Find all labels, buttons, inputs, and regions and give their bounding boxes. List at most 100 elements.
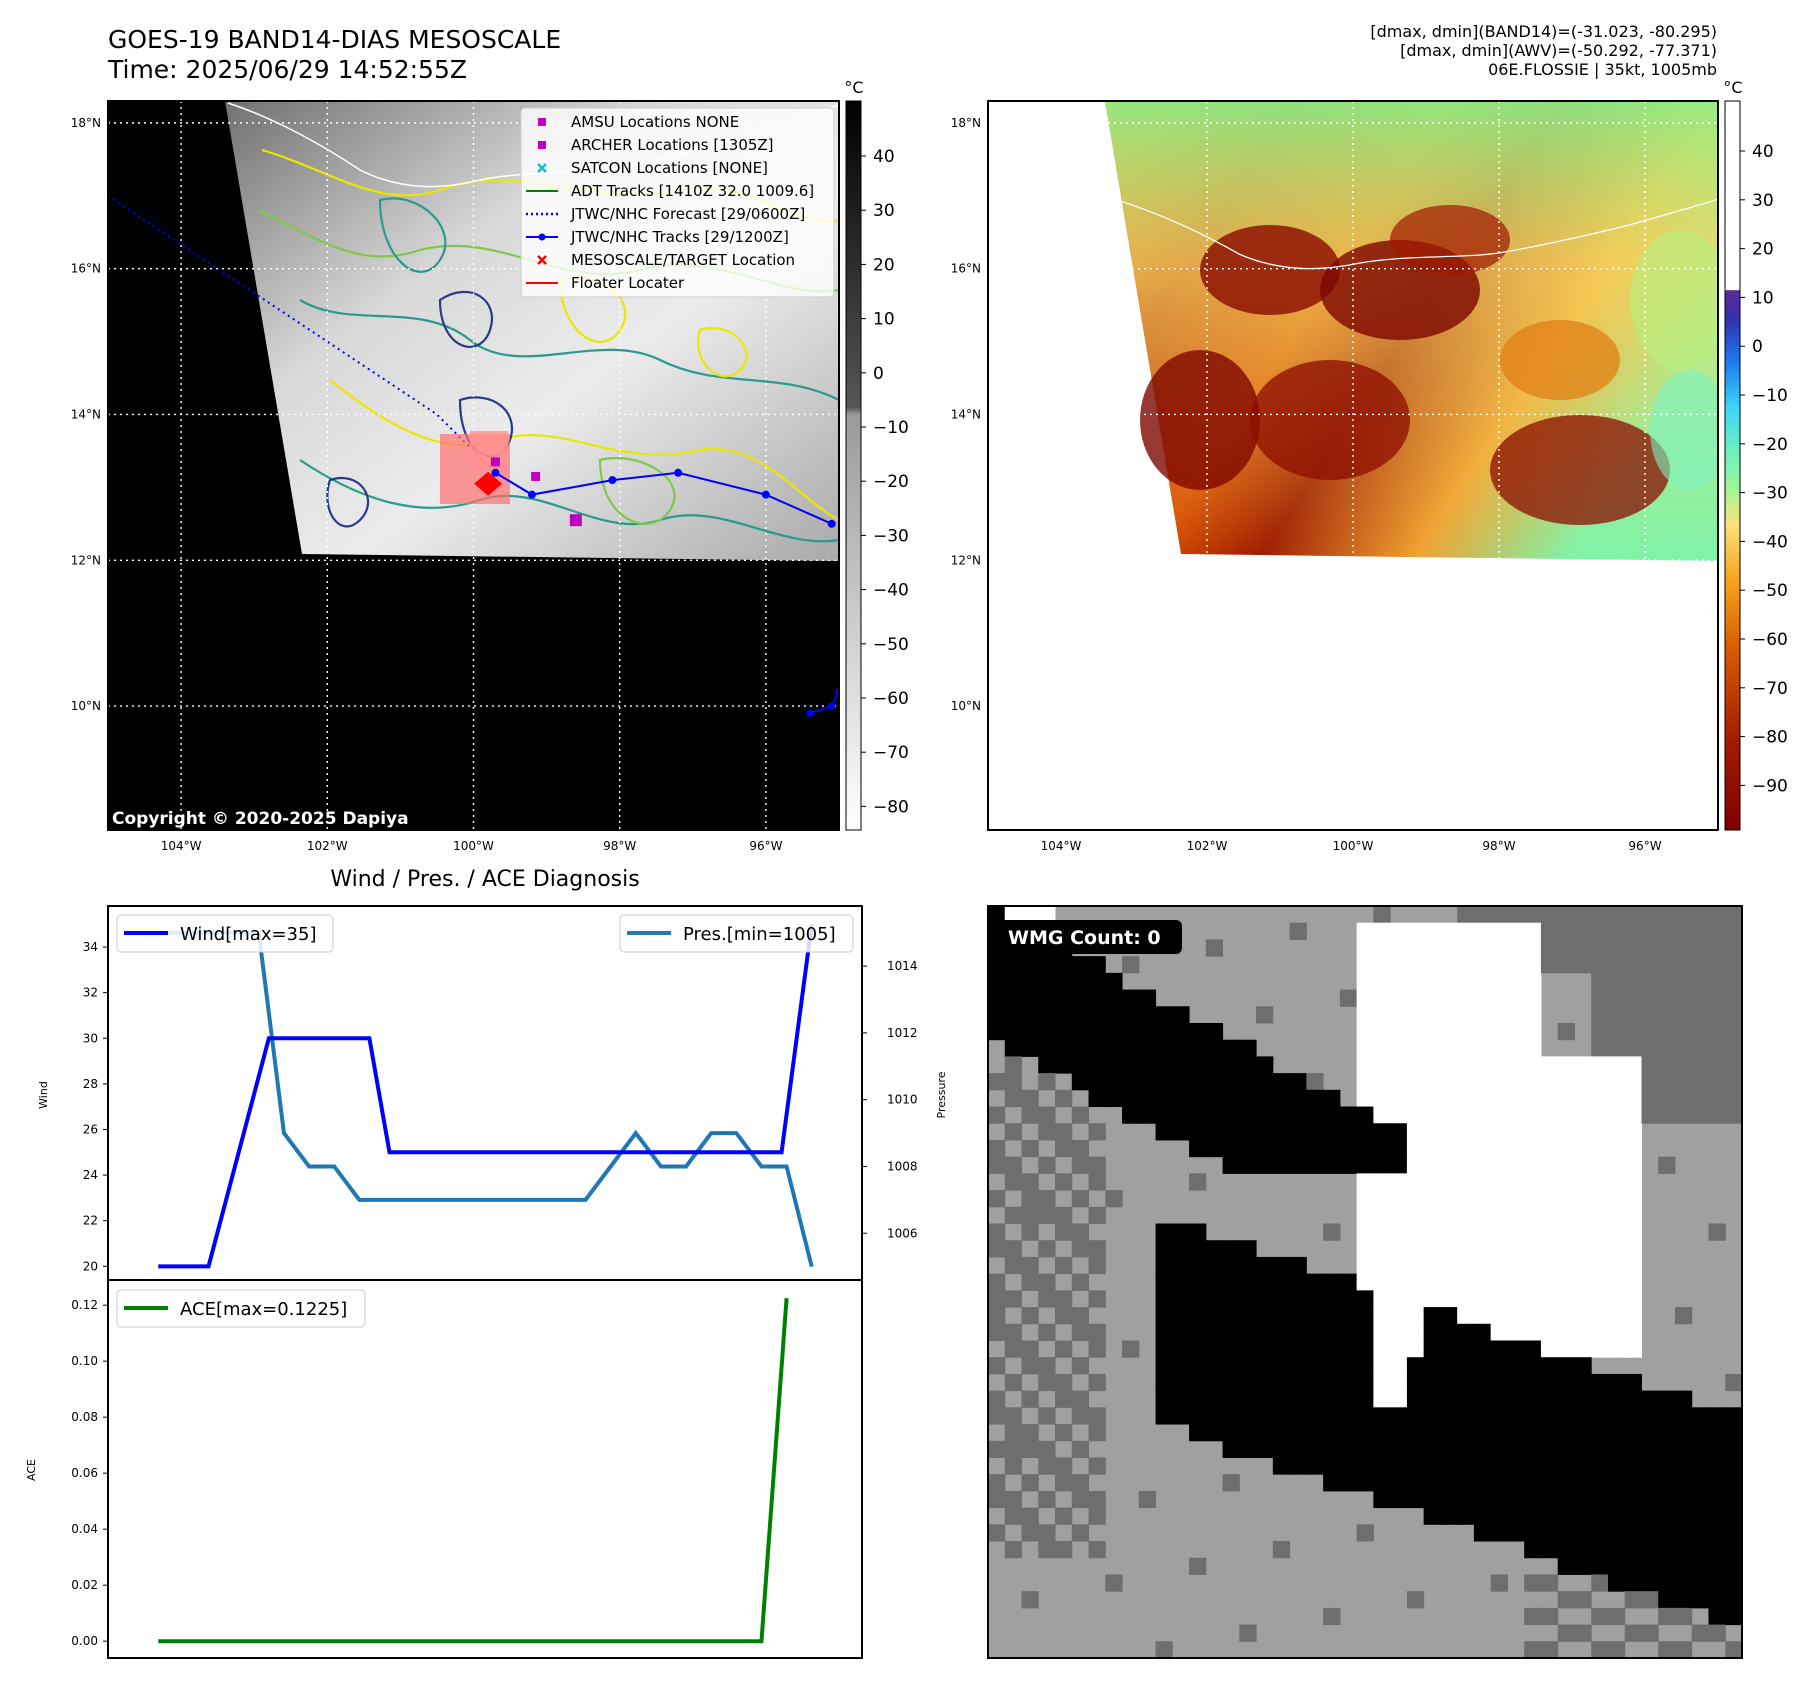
colorbar-tick-label: 20 bbox=[873, 255, 895, 275]
wmg-block bbox=[1524, 1056, 1542, 1074]
wmg-block bbox=[1239, 1340, 1257, 1358]
wmg-block bbox=[1306, 1273, 1324, 1291]
wmg-block bbox=[1306, 1323, 1324, 1341]
wmg-block bbox=[1423, 1357, 1441, 1375]
wmg-block bbox=[988, 956, 1006, 974]
wmg-block bbox=[1708, 1056, 1726, 1074]
wmg-block bbox=[1490, 1139, 1508, 1158]
wmg-block bbox=[1055, 989, 1073, 1007]
wmg-block bbox=[988, 1073, 1006, 1091]
wmg-block bbox=[1457, 906, 1475, 924]
wmg-block bbox=[1189, 1290, 1207, 1308]
wmg-block bbox=[1507, 1240, 1525, 1258]
lat-label: 12°N bbox=[951, 553, 981, 567]
wmg-block bbox=[1591, 1223, 1609, 1241]
wmg-block bbox=[1524, 1173, 1542, 1191]
wmg-block bbox=[1490, 1039, 1508, 1057]
wmg-block bbox=[1624, 1089, 1642, 1108]
wmg-block bbox=[1373, 1039, 1391, 1057]
wmg-block bbox=[1557, 1390, 1575, 1408]
wmg-block bbox=[1624, 1457, 1642, 1475]
wmg-block bbox=[1004, 1373, 1023, 1392]
wmg-block bbox=[1440, 1373, 1458, 1392]
wmg-block bbox=[1557, 1056, 1575, 1074]
wmg-block bbox=[1088, 1407, 1106, 1425]
wmg-block bbox=[1390, 1357, 1408, 1375]
legend-item: Floater Locater bbox=[526, 274, 685, 292]
wmg-block bbox=[1038, 1490, 1056, 1509]
wmg-block bbox=[1339, 1273, 1358, 1291]
wmg-block bbox=[1339, 1424, 1358, 1442]
wmg-block bbox=[1323, 1273, 1341, 1291]
wmg-block bbox=[1591, 1507, 1609, 1525]
wmg-block bbox=[1607, 1424, 1626, 1442]
wmg-block bbox=[1574, 1106, 1592, 1124]
wmg-block bbox=[1239, 1156, 1257, 1174]
wmg-block bbox=[1591, 1323, 1609, 1341]
wmg-block bbox=[1674, 1424, 1693, 1442]
wmg-block bbox=[1540, 1574, 1559, 1592]
wmg-block bbox=[1339, 1323, 1358, 1341]
wmg-block bbox=[1708, 1474, 1726, 1492]
wmg-block bbox=[1540, 1323, 1559, 1341]
wmg-block bbox=[1674, 1591, 1693, 1609]
target-marker bbox=[474, 471, 503, 496]
wmg-block bbox=[1607, 1156, 1626, 1174]
wmg-block bbox=[1373, 1457, 1391, 1475]
wmg-block bbox=[1490, 1507, 1508, 1525]
wmg-block bbox=[1055, 972, 1073, 991]
wmg-block bbox=[1440, 1206, 1458, 1225]
wmg-block bbox=[1088, 1507, 1106, 1525]
wmg-block bbox=[1272, 1290, 1291, 1308]
wmg-block bbox=[1088, 1323, 1106, 1341]
wmg-block bbox=[1256, 1006, 1274, 1024]
wmg-block bbox=[1038, 956, 1056, 974]
wmg-block bbox=[1423, 1190, 1441, 1208]
wmg-block bbox=[1524, 1357, 1542, 1375]
wmg-block bbox=[1088, 972, 1106, 991]
wmg-block bbox=[1641, 1073, 1659, 1091]
wmg-block bbox=[1189, 1407, 1207, 1425]
wmg-block bbox=[1038, 1190, 1056, 1208]
wmg-count-label: WMG Count: 0 bbox=[1008, 927, 1161, 949]
wmg-block bbox=[1540, 1156, 1559, 1174]
wmg-block bbox=[1339, 1390, 1358, 1408]
wmg-block bbox=[1306, 1357, 1324, 1375]
wmg-block bbox=[1591, 956, 1609, 974]
wmg-block bbox=[1591, 1440, 1609, 1458]
wmg-block bbox=[1256, 1073, 1274, 1091]
wmg-block bbox=[1440, 1424, 1458, 1442]
wmg-block bbox=[1457, 939, 1475, 957]
wmg-block bbox=[1155, 1390, 1173, 1408]
wmg-block bbox=[1406, 1173, 1425, 1191]
lon-label: 98°W bbox=[1482, 839, 1515, 853]
wmg-block bbox=[1591, 1022, 1609, 1041]
wmg-block bbox=[1172, 1006, 1190, 1024]
ace-ytick-label: 0.10 bbox=[71, 1354, 98, 1368]
wmg-block bbox=[1004, 1407, 1023, 1425]
wmg-block bbox=[1641, 1056, 1659, 1074]
wmg-block bbox=[1725, 906, 1743, 924]
title-line-1: GOES-19 BAND14-DIAS MESOSCALE bbox=[108, 25, 562, 54]
wmg-block bbox=[1222, 1307, 1240, 1325]
wmg-block bbox=[1524, 906, 1542, 924]
wmg-block bbox=[1373, 1307, 1391, 1325]
wmg-block bbox=[1004, 1073, 1023, 1091]
wmg-block bbox=[1540, 939, 1559, 957]
wmg-block bbox=[1423, 1206, 1441, 1225]
wmg-block bbox=[1189, 1240, 1207, 1258]
wmg-block bbox=[1055, 1139, 1073, 1158]
wmg-block bbox=[1473, 956, 1492, 974]
wmg-block bbox=[1339, 1457, 1358, 1475]
wmg-block bbox=[1071, 956, 1090, 974]
wmg-block bbox=[1306, 1290, 1324, 1308]
wmg-block bbox=[1189, 1424, 1207, 1442]
wmg-block bbox=[1473, 1440, 1492, 1458]
wmg-block bbox=[1624, 1056, 1642, 1074]
legend-item: JTWC/NHC Forecast [29/0600Z] bbox=[526, 205, 805, 223]
wmg-block bbox=[1222, 1390, 1240, 1408]
wmg-block bbox=[1607, 922, 1626, 940]
wmg-block bbox=[1205, 1123, 1224, 1141]
wmg-block bbox=[1289, 1424, 1307, 1442]
